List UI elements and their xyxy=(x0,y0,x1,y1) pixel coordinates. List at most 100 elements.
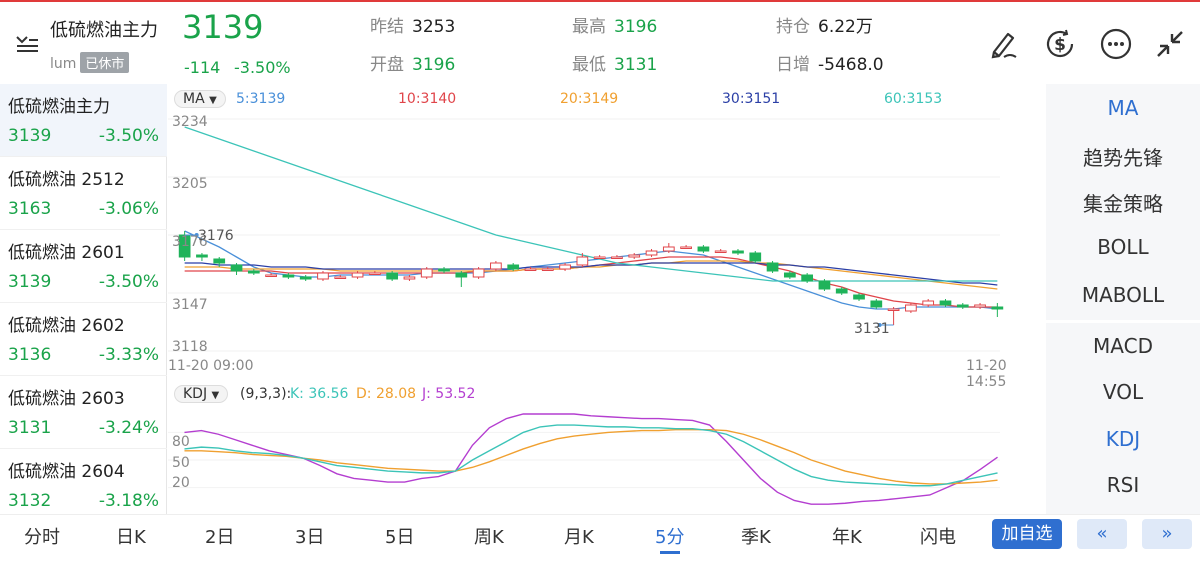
period-tab[interactable]: 2日 xyxy=(205,527,235,548)
period-tab[interactable]: 分时 xyxy=(24,527,60,548)
stat-label: 日增 xyxy=(776,55,810,75)
exchange-code: lum xyxy=(50,56,77,72)
candle-body xyxy=(455,272,468,278)
collapse-icon[interactable] xyxy=(1152,26,1188,62)
exchange-info: lum 已休市 xyxy=(50,52,130,73)
stat-value: 6.22万 xyxy=(818,17,873,37)
last-price: 3139 xyxy=(182,8,264,46)
more-icon[interactable] xyxy=(1098,26,1134,62)
top-accent-line xyxy=(0,0,1200,2)
kdj-d-line xyxy=(184,428,998,485)
period-tab[interactable]: 3日 xyxy=(295,527,325,548)
next-button[interactable]: » xyxy=(1142,519,1192,549)
contract-name: 低硫燃油 2602 xyxy=(8,316,125,336)
period-tab[interactable]: 季K xyxy=(741,527,771,548)
candle-body xyxy=(956,304,969,308)
kdj-chart[interactable] xyxy=(168,410,1046,510)
y-tick-label: 3118 xyxy=(172,339,208,355)
candle-body xyxy=(403,276,416,280)
period-tab[interactable]: 5日 xyxy=(385,527,415,548)
contract-name: 低硫燃油 2604 xyxy=(8,462,125,482)
contract-price: 3139 xyxy=(8,126,52,146)
ma-selector-label: MA xyxy=(183,91,205,107)
period-tab[interactable]: 日K xyxy=(116,527,146,548)
kdj-selector[interactable]: KDJ ▼ xyxy=(174,385,229,403)
indicator-macd[interactable]: MACD xyxy=(1093,334,1153,358)
candle-body xyxy=(749,252,762,262)
menu-icon[interactable] xyxy=(14,32,40,54)
ma60-legend: 60:3153 xyxy=(884,91,943,107)
stat-label: 开盘 xyxy=(370,55,404,75)
prev-button[interactable]: « xyxy=(1077,519,1127,549)
contract-item[interactable]: 低硫燃油 2601 3139 -3.50% xyxy=(0,230,167,303)
contract-item[interactable]: 低硫燃油 2604 3132 -3.18% xyxy=(0,449,167,522)
high-marker-label: 3176 xyxy=(198,228,234,244)
kdj-params: (9,3,3): xyxy=(240,386,292,402)
candle-body xyxy=(853,294,865,300)
y-tick-label: 3147 xyxy=(172,297,208,313)
contract-title[interactable]: 低硫燃油主力 xyxy=(50,20,158,41)
candlestick-chart[interactable] xyxy=(168,114,1046,356)
ma-selector[interactable]: MA ▼ xyxy=(174,90,226,108)
kdj-d-value: D: 28.08 xyxy=(356,386,417,402)
stat-high: 最高 3196 xyxy=(572,12,657,37)
contract-item[interactable]: 低硫燃油 2512 3163 -3.06% xyxy=(0,157,167,230)
candle-body xyxy=(766,262,779,272)
period-tab[interactable]: 闪电 xyxy=(920,527,956,548)
price-change-pct: -3.50% xyxy=(234,58,291,77)
contract-item[interactable]: 低硫燃油主力 3139 -3.50% xyxy=(0,84,167,157)
candle-body xyxy=(299,276,312,280)
candle-body xyxy=(265,274,277,277)
candle-body xyxy=(368,272,381,275)
candle-body xyxy=(213,258,226,264)
contract-item[interactable]: 低硫燃油 2602 3136 -3.33% xyxy=(0,303,167,376)
y-tick-label: 3205 xyxy=(172,176,208,192)
currency-icon[interactable]: $ xyxy=(1042,26,1078,62)
candle-body xyxy=(196,254,208,258)
period-tab[interactable]: 年K xyxy=(832,527,862,548)
candle-body xyxy=(818,280,831,290)
candle-body xyxy=(490,262,502,270)
ma30-legend: 30:3151 xyxy=(722,91,781,107)
status-badge: 已休市 xyxy=(80,52,130,73)
period-tab[interactable]: 周K xyxy=(474,527,504,548)
indicator-fund[interactable]: 集金策略 xyxy=(1083,192,1163,216)
candle-body xyxy=(662,246,675,252)
indicator-trend[interactable]: 趋势先锋 xyxy=(1083,146,1163,170)
contract-price: 3136 xyxy=(8,345,52,365)
indicator-maboll[interactable]: MABOLL xyxy=(1081,283,1165,307)
kdj-k-value: K: 36.56 xyxy=(290,386,349,402)
svg-text:$: $ xyxy=(1054,35,1066,55)
stat-oi-change: 日增 -5468.0 xyxy=(776,50,884,75)
contract-price: 3163 xyxy=(8,199,52,219)
price-change: -114 xyxy=(184,58,221,77)
indicator-divider xyxy=(1046,320,1200,323)
draw-icon[interactable] xyxy=(986,26,1022,62)
stat-value: 3253 xyxy=(412,17,456,37)
add-watchlist-button[interactable]: 加自选 xyxy=(992,519,1062,549)
indicator-ma[interactable]: MA xyxy=(1107,96,1139,120)
ma-line-ma60 xyxy=(184,126,998,282)
period-tab-active[interactable]: 5分 xyxy=(655,527,685,548)
candle-body xyxy=(905,304,917,312)
period-tab[interactable]: 月K xyxy=(564,527,594,548)
indicator-boll[interactable]: BOLL xyxy=(1097,235,1149,259)
contract-price: 3132 xyxy=(8,491,52,511)
candle-body xyxy=(922,300,935,306)
chart-area: MA ▼ 5:3139 10:3140 20:3149 30:3151 60:3… xyxy=(168,84,1046,514)
kdj-y-tick: 20 xyxy=(172,475,190,491)
contract-item[interactable]: 低硫燃油 2603 3131 -3.24% xyxy=(0,376,167,449)
candle-body xyxy=(230,264,243,272)
candle-body xyxy=(541,268,554,271)
ma-line-ma20 xyxy=(184,260,998,290)
stat-label: 持仓 xyxy=(776,17,810,37)
indicator-rsi[interactable]: RSI xyxy=(1106,473,1140,497)
candle-body xyxy=(697,246,710,252)
indicator-vol[interactable]: VOL xyxy=(1102,380,1144,404)
kdj-y-tick: 50 xyxy=(172,455,190,471)
candle-body xyxy=(835,288,848,294)
indicator-kdj[interactable]: KDJ xyxy=(1105,427,1141,451)
kdj-j-line xyxy=(184,413,998,505)
candle-body xyxy=(628,254,641,258)
stat-label: 最低 xyxy=(572,55,606,75)
